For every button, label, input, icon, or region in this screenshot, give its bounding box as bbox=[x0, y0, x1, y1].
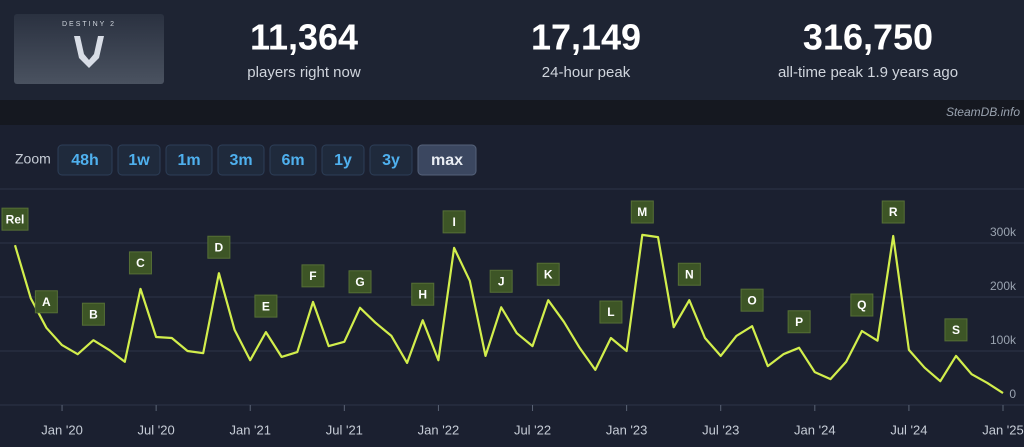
event-flag-label[interactable]: Q bbox=[857, 298, 866, 312]
event-flag[interactable] bbox=[348, 270, 372, 294]
event-flag-label[interactable]: H bbox=[418, 287, 427, 301]
zoom-button-label[interactable]: 3y bbox=[382, 152, 400, 169]
x-tick-label: Jan '24 bbox=[794, 422, 836, 437]
zoom-button[interactable] bbox=[369, 144, 413, 176]
event-flag-label[interactable]: S bbox=[952, 323, 960, 337]
zoom-button[interactable] bbox=[269, 144, 317, 176]
logo-emblem bbox=[74, 36, 104, 68]
x-tick-label: Jan '23 bbox=[606, 422, 648, 437]
x-tick-label: Jan '22 bbox=[418, 422, 460, 437]
event-flag[interactable] bbox=[536, 262, 560, 286]
event-flag[interactable] bbox=[81, 302, 105, 326]
x-tick-label: Jul '20 bbox=[138, 422, 175, 437]
event-flag-label[interactable]: D bbox=[215, 240, 224, 254]
stat-value: 17,149 bbox=[531, 17, 641, 58]
series-line bbox=[13, 233, 1004, 395]
zoom-button-label[interactable]: 3m bbox=[229, 152, 252, 169]
y-tick-label: 100k bbox=[990, 333, 1017, 347]
watermark-band bbox=[0, 100, 1024, 125]
event-flag[interactable] bbox=[128, 251, 152, 275]
event-flag[interactable] bbox=[944, 318, 968, 342]
zoom-button-label[interactable]: 6m bbox=[281, 152, 304, 169]
event-flag[interactable] bbox=[850, 293, 874, 317]
event-flag[interactable] bbox=[442, 210, 466, 234]
zoom-button[interactable] bbox=[417, 144, 477, 176]
event-flag-label[interactable]: I bbox=[452, 215, 455, 229]
y-tick-label: 300k bbox=[990, 225, 1017, 239]
x-tick-label: Jul '21 bbox=[326, 422, 363, 437]
zoom-button[interactable] bbox=[321, 144, 365, 176]
zoom-button[interactable] bbox=[165, 144, 213, 176]
event-flag[interactable] bbox=[630, 200, 654, 224]
zoom-button[interactable] bbox=[117, 144, 161, 176]
game-thumbnail[interactable] bbox=[14, 14, 164, 84]
stat-value: 11,364 bbox=[250, 17, 358, 58]
event-flag[interactable] bbox=[301, 264, 325, 288]
stat-label: players right now bbox=[247, 64, 361, 81]
event-flag-label[interactable]: K bbox=[544, 267, 553, 281]
event-flag-label[interactable]: N bbox=[685, 267, 694, 281]
event-flag-label[interactable]: O bbox=[747, 293, 756, 307]
event-flag[interactable] bbox=[489, 269, 513, 293]
event-flag[interactable] bbox=[599, 300, 623, 324]
event-flag[interactable] bbox=[34, 290, 58, 314]
zoom-button[interactable] bbox=[217, 144, 265, 176]
event-flag[interactable] bbox=[787, 310, 811, 334]
x-tick-label: Jul '23 bbox=[702, 422, 739, 437]
zoom-button-label[interactable]: 1m bbox=[177, 152, 200, 169]
logo-text: DESTINY 2 bbox=[62, 21, 116, 28]
stat-label: all-time peak 1.9 years ago bbox=[778, 64, 958, 81]
event-flag[interactable] bbox=[411, 282, 435, 306]
event-flag-label[interactable]: J bbox=[498, 274, 505, 288]
event-flag-label[interactable]: Rel bbox=[6, 212, 25, 226]
event-flag-label[interactable]: P bbox=[795, 315, 803, 329]
event-flag-label[interactable]: F bbox=[309, 269, 316, 283]
event-flag-label[interactable]: A bbox=[42, 295, 51, 309]
header-bg bbox=[0, 0, 1024, 100]
event-flag-label[interactable]: L bbox=[607, 305, 614, 319]
zoom-label: Zoom bbox=[15, 151, 51, 167]
zoom-button[interactable] bbox=[57, 144, 113, 176]
event-flag-label[interactable]: B bbox=[89, 307, 98, 321]
event-flag[interactable] bbox=[677, 262, 701, 286]
y-tick-label: 200k bbox=[990, 279, 1017, 293]
x-tick-label: Jan '20 bbox=[41, 422, 83, 437]
event-flag[interactable] bbox=[740, 288, 764, 312]
event-flag-label[interactable]: R bbox=[889, 205, 898, 219]
y-tick-label: 0 bbox=[1009, 387, 1016, 401]
zoom-button-label[interactable]: 48h bbox=[71, 152, 99, 169]
event-flag[interactable] bbox=[254, 294, 278, 318]
event-flag[interactable] bbox=[207, 235, 231, 259]
event-flag-label[interactable]: G bbox=[355, 275, 364, 289]
stat-label: 24-hour peak bbox=[542, 64, 631, 81]
zoom-button-label[interactable]: max bbox=[431, 152, 463, 169]
stat-value: 316,750 bbox=[803, 17, 933, 58]
x-tick-label: Jan '25 bbox=[982, 422, 1024, 437]
watermark: SteamDB.info bbox=[946, 105, 1020, 119]
x-tick-label: Jul '22 bbox=[514, 422, 551, 437]
x-tick-label: Jul '24 bbox=[890, 422, 927, 437]
event-flag-label[interactable]: E bbox=[262, 299, 270, 313]
event-flag-label[interactable]: C bbox=[136, 256, 145, 270]
event-flag[interactable] bbox=[881, 200, 905, 224]
event-flag-label[interactable]: M bbox=[637, 205, 647, 219]
x-tick-label: Jan '21 bbox=[229, 422, 271, 437]
zoom-button-label[interactable]: 1y bbox=[334, 152, 352, 169]
zoom-button-label[interactable]: 1w bbox=[128, 152, 150, 169]
event-flag[interactable] bbox=[1, 207, 29, 231]
